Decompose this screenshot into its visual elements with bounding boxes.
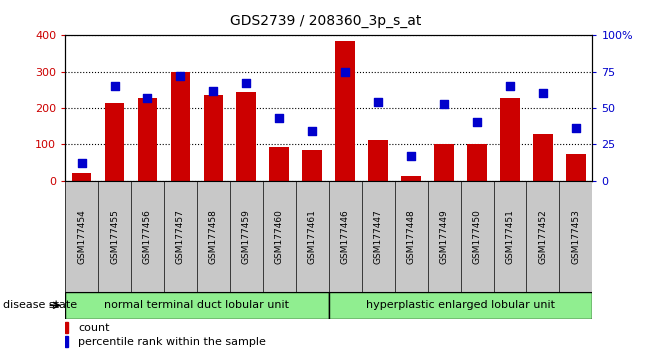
Text: GSM177446: GSM177446	[340, 209, 350, 264]
Point	[571, 125, 581, 131]
Point	[340, 69, 350, 74]
Bar	[65, 336, 68, 347]
Text: GSM177460: GSM177460	[275, 209, 284, 264]
Text: GSM177448: GSM177448	[407, 209, 415, 264]
Bar	[329, 292, 592, 319]
Bar	[335, 41, 355, 181]
Bar	[500, 98, 520, 181]
Text: GSM177450: GSM177450	[473, 209, 482, 264]
Bar	[566, 154, 586, 181]
Text: GSM177453: GSM177453	[572, 209, 581, 264]
Bar	[368, 140, 388, 181]
Text: hyperplastic enlarged lobular unit: hyperplastic enlarged lobular unit	[366, 300, 555, 310]
Point	[439, 101, 449, 107]
Text: GSM177452: GSM177452	[538, 209, 547, 264]
Text: GSM177461: GSM177461	[308, 209, 317, 264]
Point	[76, 160, 87, 166]
Text: GSM177456: GSM177456	[143, 209, 152, 264]
Text: normal terminal duct lobular unit: normal terminal duct lobular unit	[104, 300, 290, 310]
Point	[109, 83, 120, 89]
Text: count: count	[78, 322, 110, 332]
Bar	[270, 147, 289, 181]
Bar	[401, 176, 421, 181]
Bar	[137, 98, 158, 181]
Point	[373, 99, 383, 105]
Bar	[72, 173, 91, 181]
Bar	[467, 144, 487, 181]
Text: GSM177454: GSM177454	[77, 209, 86, 264]
Bar	[171, 72, 190, 181]
Point	[505, 83, 515, 89]
Point	[274, 115, 284, 121]
Point	[538, 91, 548, 96]
Text: GSM177458: GSM177458	[209, 209, 218, 264]
Bar	[434, 144, 454, 181]
Text: GSM177449: GSM177449	[439, 209, 449, 264]
Text: GDS2739 / 208360_3p_s_at: GDS2739 / 208360_3p_s_at	[230, 14, 421, 28]
Bar	[65, 292, 329, 319]
Point	[406, 153, 417, 159]
Text: disease state: disease state	[3, 300, 77, 310]
Text: GSM177457: GSM177457	[176, 209, 185, 264]
Bar	[105, 103, 124, 181]
Text: GSM177451: GSM177451	[506, 209, 514, 264]
Text: percentile rank within the sample: percentile rank within the sample	[78, 337, 266, 347]
Bar	[65, 322, 68, 333]
Point	[208, 88, 219, 93]
Point	[307, 129, 318, 134]
Bar	[533, 134, 553, 181]
Bar	[236, 92, 256, 181]
Point	[241, 80, 251, 86]
Bar	[302, 150, 322, 181]
Text: GSM177455: GSM177455	[110, 209, 119, 264]
Text: GSM177459: GSM177459	[242, 209, 251, 264]
Text: GSM177447: GSM177447	[374, 209, 383, 264]
Point	[175, 73, 186, 79]
Point	[472, 120, 482, 125]
Bar	[204, 95, 223, 181]
Point	[143, 95, 153, 101]
